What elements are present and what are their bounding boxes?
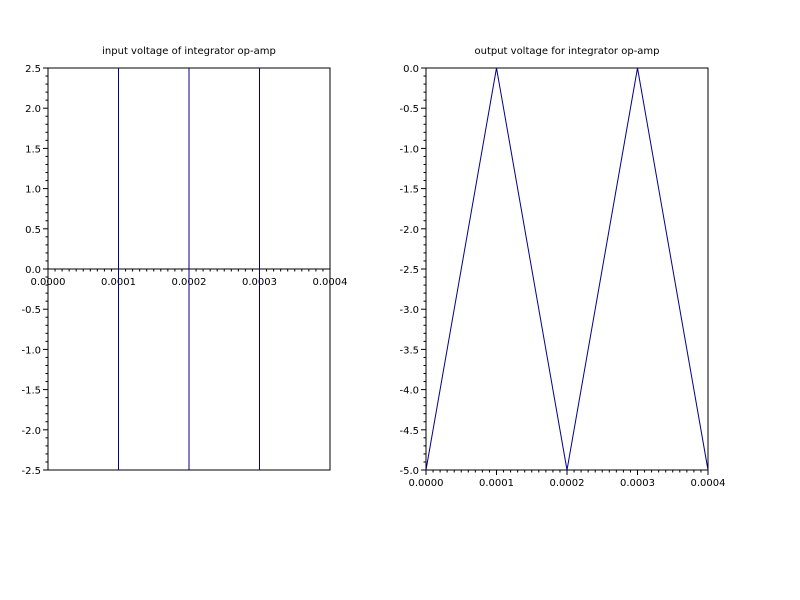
chart-title: input voltage of integrator op-amp xyxy=(102,46,276,57)
chart-title: output voltage for integrator op-amp xyxy=(474,46,659,57)
y-tick-label: -0.5 xyxy=(399,104,419,115)
y-tick-label: 1.0 xyxy=(25,185,41,196)
x-tick-label: 0.0000 xyxy=(31,277,66,288)
y-tick-label: -0.5 xyxy=(21,305,41,316)
y-tick-label: -5.0 xyxy=(399,466,419,477)
y-tick-label: -1.5 xyxy=(21,386,41,397)
y-tick-label: 2.0 xyxy=(25,104,41,115)
x-tick-label: 0.0004 xyxy=(313,277,348,288)
x-tick-label: 0.0004 xyxy=(691,478,726,489)
x-tick-label: 0.0000 xyxy=(409,478,444,489)
y-tick-label: -4.0 xyxy=(399,386,419,397)
y-tick-label: -2.5 xyxy=(399,265,419,276)
y-tick-label: -1.0 xyxy=(21,345,41,356)
y-tick-label: 0.0 xyxy=(25,265,41,276)
y-tick-label: -2.0 xyxy=(399,225,419,236)
y-tick-label: -2.0 xyxy=(21,426,41,437)
input-voltage-chart: input voltage of integrator op-amp 2.5 2.… xyxy=(21,46,347,477)
y-tick-label: 1.5 xyxy=(25,144,41,155)
x-tick-label: 0.0002 xyxy=(550,478,585,489)
y-tick-label: -2.5 xyxy=(21,466,41,477)
y-tick-label: -4.5 xyxy=(399,426,419,437)
series-line xyxy=(425,67,709,471)
y-tick-label: -1.5 xyxy=(399,185,419,196)
plot-frame xyxy=(425,67,709,471)
y-tick-label: -3.5 xyxy=(399,345,419,356)
y-tick-label: -1.0 xyxy=(399,144,419,155)
y-tick-label: 0.5 xyxy=(25,225,41,236)
output-voltage-chart: output voltage for integrator op-amp 0.0… xyxy=(399,46,725,489)
y-tick-label: 2.5 xyxy=(25,64,41,75)
x-tick-label: 0.0001 xyxy=(479,478,514,489)
y-tick-label: 0.0 xyxy=(403,64,419,75)
x-tick-label: 0.0003 xyxy=(620,478,655,489)
y-tick-label: -3.0 xyxy=(399,305,419,316)
